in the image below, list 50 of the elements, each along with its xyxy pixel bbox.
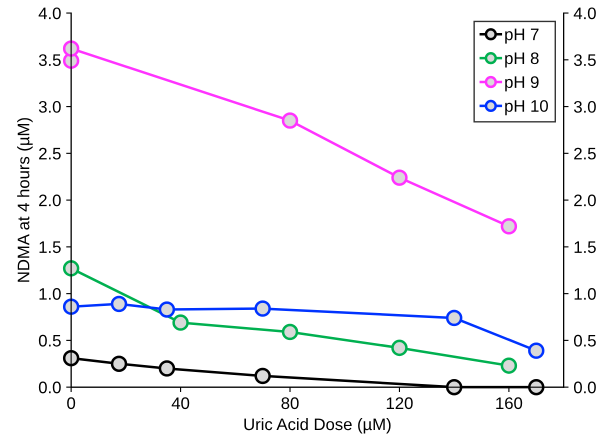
legend-label: pH 7 xyxy=(505,28,539,44)
point xyxy=(446,378,462,396)
y2-tick-label: 2.5 xyxy=(574,148,596,160)
y2-tick-label: 2.0 xyxy=(574,194,596,206)
point xyxy=(254,300,271,317)
legend-label: pH 8 xyxy=(505,52,539,68)
point xyxy=(500,218,518,234)
y-tick-label: 2.5 xyxy=(39,148,61,160)
x-tick-label: 0 xyxy=(67,397,76,410)
point xyxy=(391,169,408,186)
point xyxy=(110,296,128,312)
x-axis-title: Uric Acid Dose (µM) xyxy=(244,418,391,434)
point xyxy=(528,378,544,396)
y-axis-title: NDMA at 4 hours (µM) xyxy=(17,118,33,282)
point xyxy=(62,350,80,366)
y2-tick-label: 4.0 xyxy=(574,7,596,20)
point xyxy=(500,357,518,374)
y-tick-label: 0.5 xyxy=(38,334,61,347)
y-tick-label: 1.5 xyxy=(40,241,61,254)
point xyxy=(282,324,298,340)
point xyxy=(446,310,462,326)
y2-tick-label: 3.5 xyxy=(574,54,596,66)
y-tick-label: 4.0 xyxy=(38,7,61,20)
y-tick-label: 2.0 xyxy=(39,194,61,206)
point xyxy=(172,314,189,331)
y2-tick-label: 0.5 xyxy=(574,334,596,347)
point xyxy=(254,368,271,384)
y-tick-label: 0.0 xyxy=(38,382,61,394)
point xyxy=(158,301,176,318)
y2-tick-label: 0.0 xyxy=(574,382,596,394)
y-tick-label: 3.5 xyxy=(38,54,61,66)
legend-label: pH 9 xyxy=(505,76,539,92)
y2-tick-label: 1.5 xyxy=(574,241,596,254)
point xyxy=(62,260,80,277)
y-tick-label: 1.0 xyxy=(40,288,61,300)
x-tick-label: 80 xyxy=(281,397,299,410)
y-tick-label: 3.0 xyxy=(38,100,61,113)
point xyxy=(528,342,544,359)
x-tick-label: 40 xyxy=(172,397,190,410)
point xyxy=(62,40,80,57)
point xyxy=(391,340,408,356)
x-tick-label: 120 xyxy=(386,397,413,410)
point xyxy=(62,298,80,315)
point xyxy=(158,360,176,377)
point xyxy=(282,112,298,129)
legend-label: pH 10 xyxy=(505,100,548,116)
y2-tick-label: 1.0 xyxy=(574,288,596,300)
y2-tick-label: 3.0 xyxy=(574,100,596,113)
point xyxy=(110,356,128,372)
x-tick-label: 160 xyxy=(496,397,522,410)
